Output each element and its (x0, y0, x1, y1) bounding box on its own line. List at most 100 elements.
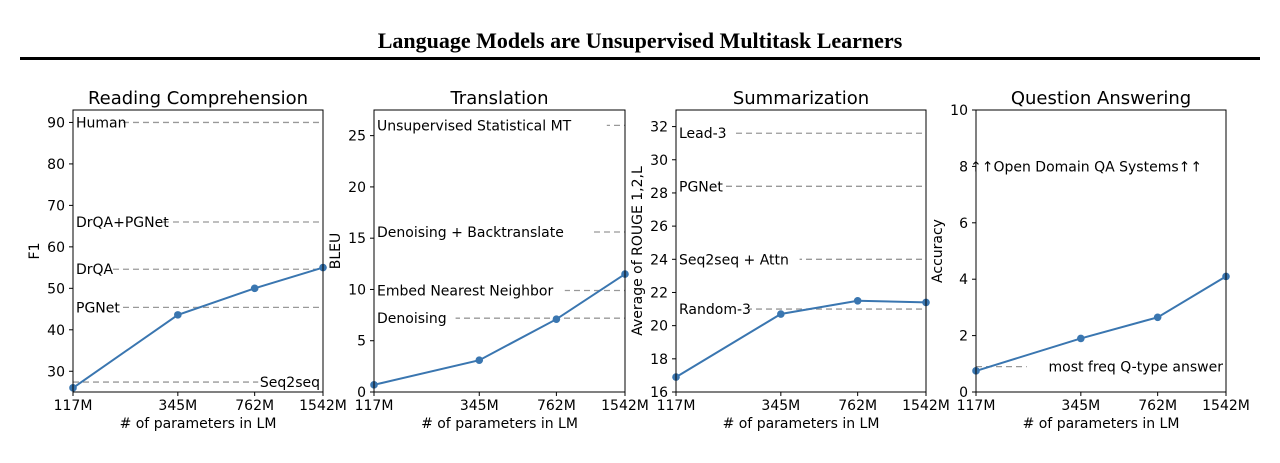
reference-label: Unsupervised Statistical MT (377, 118, 572, 134)
reference-label: most freq Q-type answer (1048, 360, 1223, 376)
y-tick-label: 10 (950, 103, 968, 119)
reference-label-bg (73, 113, 121, 132)
y-tick-label: 15 (348, 231, 366, 247)
x-tick-label: 762M (1138, 398, 1177, 414)
reference-label-bg (374, 223, 590, 242)
y-tick-label: 20 (650, 319, 668, 335)
reference-label-bg (374, 116, 607, 135)
y-axis-label: Accuracy (930, 219, 946, 283)
data-point (174, 311, 182, 319)
reference-label: Embed Nearest Neighbor (377, 283, 553, 299)
reference-label-bg (676, 177, 724, 196)
chart-panel-translation: Translation Unsupervised Statistical MT De… (328, 88, 649, 432)
annotation-label: ↑↑Open Domain QA Systems↑↑ (970, 159, 1202, 175)
y-tick-label: 32 (650, 120, 668, 136)
y-axis-label: Average of ROUGE 1,2,L (630, 166, 646, 336)
y-tick-label: 4 (959, 272, 968, 288)
reference-label: PGNet (679, 179, 723, 195)
data-point (1153, 313, 1162, 322)
reference-label-bg (73, 298, 121, 317)
chart-panel-reading-comprehension: Reading Comprehension Human DrQA+PGNet DrQA… (27, 88, 347, 432)
x-axis-label: # of parameters in LM (723, 416, 880, 432)
reference-label-bg (676, 300, 750, 319)
series-line (72, 266, 324, 389)
y-tick-label: 30 (650, 153, 668, 169)
reference-label: Human (76, 115, 127, 131)
y-axis-label: F1 (27, 243, 43, 260)
data-point (853, 296, 862, 305)
x-tick-label: 1542M (1202, 398, 1250, 414)
chart-panel-summarization: Summarization Lead-3 PGNet Seq2seq + Attn Ra… (630, 88, 950, 432)
x-tick-label: 1542M (299, 398, 347, 414)
reference-label: Random-3 (679, 302, 751, 318)
reference-label-bg (676, 124, 733, 143)
y-tick-label: 30 (47, 364, 65, 380)
reference-label-bg (1026, 357, 1226, 376)
reference-label-bg (258, 373, 323, 392)
y-tick-label: 25 (348, 129, 366, 145)
y-tick-label: 24 (650, 252, 668, 268)
data-point (552, 315, 561, 323)
reference-label: Seq2seq + Attn (679, 252, 789, 268)
y-tick-label: 6 (959, 216, 968, 232)
y-tick-label: 0 (959, 385, 968, 401)
plot-frame (72, 109, 324, 393)
reference-label: Denoising (377, 311, 447, 327)
plot-frame (373, 109, 626, 393)
data-point (777, 310, 785, 318)
page-title: Language Models are Unsupervised Multita… (377, 28, 903, 53)
chart-title: Summarization (733, 88, 869, 109)
y-tick-label: 26 (650, 219, 668, 235)
y-axis-label: BLEU (328, 233, 344, 270)
reference-label-bg (73, 212, 163, 231)
y-tick-label: 0 (357, 385, 366, 401)
series-line (373, 273, 626, 386)
y-tick-label: 60 (47, 240, 65, 256)
y-tick-label: 16 (650, 385, 668, 401)
data-point (250, 284, 259, 293)
series-line (975, 275, 1227, 372)
reference-label: PGNet (76, 300, 120, 316)
reference-label-bg (374, 281, 565, 300)
chart-title: Translation (449, 88, 548, 109)
y-tick-label: 20 (348, 180, 366, 196)
data-point (475, 356, 484, 365)
reference-label-bg (374, 309, 456, 328)
x-tick-label: 345M (460, 398, 499, 414)
y-tick-label: 70 (47, 198, 65, 214)
x-tick-label: 762M (838, 398, 877, 414)
reference-label: DrQA (76, 262, 114, 278)
y-tick-label: 90 (47, 115, 65, 131)
x-tick-label: 345M (158, 398, 197, 414)
series-line (675, 299, 927, 378)
y-tick-label: 8 (959, 159, 968, 175)
chart-panel-question-answering: Question Answering most freq Q-type answe… (930, 88, 1250, 432)
y-tick-label: 80 (47, 157, 65, 173)
plot-frame (675, 109, 927, 393)
reference-label: Lead-3 (679, 126, 727, 142)
reference-label: Seq2seq (260, 375, 320, 391)
y-tick-label: 2 (959, 329, 968, 345)
data-point (1077, 334, 1085, 343)
x-axis-label: # of parameters in LM (421, 416, 578, 432)
y-tick-label: 18 (650, 352, 668, 368)
reference-label-bg (73, 260, 113, 279)
x-tick-label: 117M (54, 398, 93, 414)
title-rule (20, 57, 1260, 60)
x-tick-label: 762M (235, 398, 274, 414)
chart-title: Reading Comprehension (88, 88, 308, 109)
x-axis-label: # of parameters in LM (120, 416, 277, 432)
x-tick-label: 117M (355, 398, 394, 414)
x-tick-label: 345M (1061, 398, 1100, 414)
y-tick-label: 50 (47, 281, 65, 297)
chart-title: Question Answering (1011, 88, 1191, 109)
x-tick-label: 1542M (902, 398, 950, 414)
y-tick-label: 10 (348, 282, 366, 298)
x-axis-label: # of parameters in LM (1023, 416, 1180, 432)
x-tick-label: 117M (957, 398, 996, 414)
x-tick-label: 762M (537, 398, 576, 414)
y-tick-label: 28 (650, 186, 668, 202)
reference-label: Denoising + Backtranslate (377, 225, 564, 241)
y-tick-label: 5 (357, 334, 366, 350)
